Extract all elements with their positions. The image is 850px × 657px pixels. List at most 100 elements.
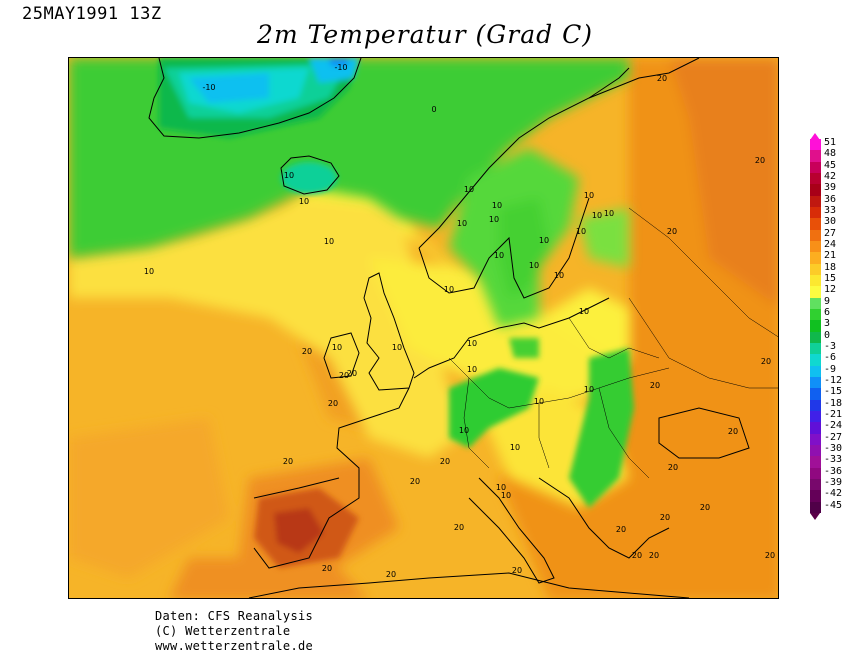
legend-swatch xyxy=(810,172,821,185)
legend-label: -18 xyxy=(824,397,843,409)
legend-swatch xyxy=(810,195,821,207)
legend-swatch xyxy=(810,422,821,434)
contour-label: 10 xyxy=(457,219,467,228)
credits-url[interactable]: www.wetterzentrale.de xyxy=(155,639,314,653)
contour-label: 20 xyxy=(650,381,660,390)
legend-swatch xyxy=(810,252,821,264)
contour-label: 20 xyxy=(660,513,670,522)
legend-label: -33 xyxy=(824,454,843,466)
contour-label: 10 xyxy=(464,185,474,194)
legend-swatch xyxy=(810,286,821,298)
contour-label: 10 xyxy=(592,211,602,220)
legend-swatch xyxy=(810,467,821,479)
legend-label: 18 xyxy=(824,261,837,273)
legend-labels: 51 48 45 42 39 36 33 30 27 24 21 18 15 12 9 6 3 0 -3 -6 -9 -1… xyxy=(824,137,842,511)
credits-copyright: (C) Wetterzentrale xyxy=(155,624,291,638)
contour-label: 10 xyxy=(510,443,520,452)
contour-label: 20 xyxy=(386,570,396,579)
legend-label: -21 xyxy=(824,408,843,420)
legend-label: -9 xyxy=(824,363,837,375)
legend-label: 45 xyxy=(824,159,837,171)
color-scale-legend: 51 48 45 42 39 36 33 30 27 24 21 18 15 12 9 6 3 0 -3 -6 -9 -1… xyxy=(810,133,850,528)
contour-label: 20 xyxy=(755,156,765,165)
legend-swatch xyxy=(810,365,821,377)
legend-swatch xyxy=(810,354,821,366)
contour-label: 20 xyxy=(657,74,667,83)
contour-label: 20 xyxy=(761,357,771,366)
contour-label: 10 xyxy=(496,483,506,492)
contour-label: 20 xyxy=(700,503,710,512)
contour-label: 10 xyxy=(299,197,309,206)
contour-label: 10 xyxy=(534,397,544,406)
contour-label: 20 xyxy=(512,566,522,575)
contour-label: 10 xyxy=(604,209,614,218)
legend-label: 21 xyxy=(824,250,837,262)
contour-label: 10 xyxy=(467,339,477,348)
contour-label: 20 xyxy=(328,399,338,408)
legend-swatch xyxy=(810,229,821,241)
legend-color-bar xyxy=(810,139,821,513)
contour-label: 20 xyxy=(667,227,677,236)
contour-label: 20 xyxy=(347,369,357,378)
legend-label: 3 xyxy=(824,318,831,330)
legend-label: -3 xyxy=(824,340,837,352)
contour-label: 10 xyxy=(529,261,539,270)
contour-label: 10 xyxy=(284,171,294,180)
legend-label: -39 xyxy=(824,476,843,488)
legend-label: 36 xyxy=(824,193,837,205)
contour-label: 10 xyxy=(579,307,589,316)
legend-label: 12 xyxy=(824,284,837,296)
legend-label: 15 xyxy=(824,272,837,284)
legend-label: 9 xyxy=(824,295,831,307)
legend-swatch xyxy=(810,388,821,400)
contour-label: 10 xyxy=(444,285,454,294)
contour-label: -10 xyxy=(334,63,347,72)
contour-label: 10 xyxy=(501,491,511,500)
contour-label: 10 xyxy=(584,191,594,200)
contour-label: 20 xyxy=(283,457,293,466)
map-title: 2m Temperatur (Grad C) xyxy=(257,20,593,49)
legend-label: 30 xyxy=(824,216,837,228)
legend-label: -27 xyxy=(824,431,843,443)
temperature-map: -10 -10 0 10 10 10 10 10 10 10 10 10 10 … xyxy=(68,57,779,599)
contour-label: 20 xyxy=(302,347,312,356)
contour-label: 10 xyxy=(494,251,504,260)
contour-label: 10 xyxy=(576,227,586,236)
legend-label: -36 xyxy=(824,465,843,477)
legend-label: -12 xyxy=(824,374,843,386)
legend-label: 27 xyxy=(824,227,837,239)
legend-swatch xyxy=(810,410,821,423)
legend-label: -24 xyxy=(824,420,843,432)
legend-label: 39 xyxy=(824,182,837,194)
legend-swatch xyxy=(810,490,821,502)
legend-label: 42 xyxy=(824,170,837,182)
legend-swatch xyxy=(810,331,821,343)
contour-label: 20 xyxy=(322,564,332,573)
legend-label: 48 xyxy=(824,148,837,160)
contour-label: 10 xyxy=(539,236,549,245)
contour-label: 20 xyxy=(410,477,420,486)
credits: Daten: CFS Reanalysis (C) Wetterzentrale… xyxy=(155,609,313,654)
legend-swatch xyxy=(810,320,821,332)
contour-label: 20 xyxy=(454,523,464,532)
legend-swatch xyxy=(810,161,821,173)
legend-swatch xyxy=(810,444,821,457)
contour-label: 0 xyxy=(431,105,436,114)
contour-label: 10 xyxy=(332,343,342,352)
legend-swatch xyxy=(810,308,821,321)
contour-label: 20 xyxy=(649,551,659,560)
legend-label: 33 xyxy=(824,204,837,216)
contour-label: 10 xyxy=(554,271,564,280)
credits-data-source: Daten: CFS Reanalysis xyxy=(155,609,314,623)
contour-label: 10 xyxy=(459,426,469,435)
legend-swatch xyxy=(810,263,821,275)
legend-swatch xyxy=(810,456,821,468)
legend-swatch xyxy=(810,478,821,491)
legend-swatch xyxy=(810,150,821,162)
legend-swatch xyxy=(810,433,821,445)
legend-swatch xyxy=(810,297,821,309)
contour-label: 20 xyxy=(339,371,349,380)
legend-label: -6 xyxy=(824,352,837,364)
contour-label: 10 xyxy=(489,215,499,224)
contour-label: -10 xyxy=(202,83,215,92)
